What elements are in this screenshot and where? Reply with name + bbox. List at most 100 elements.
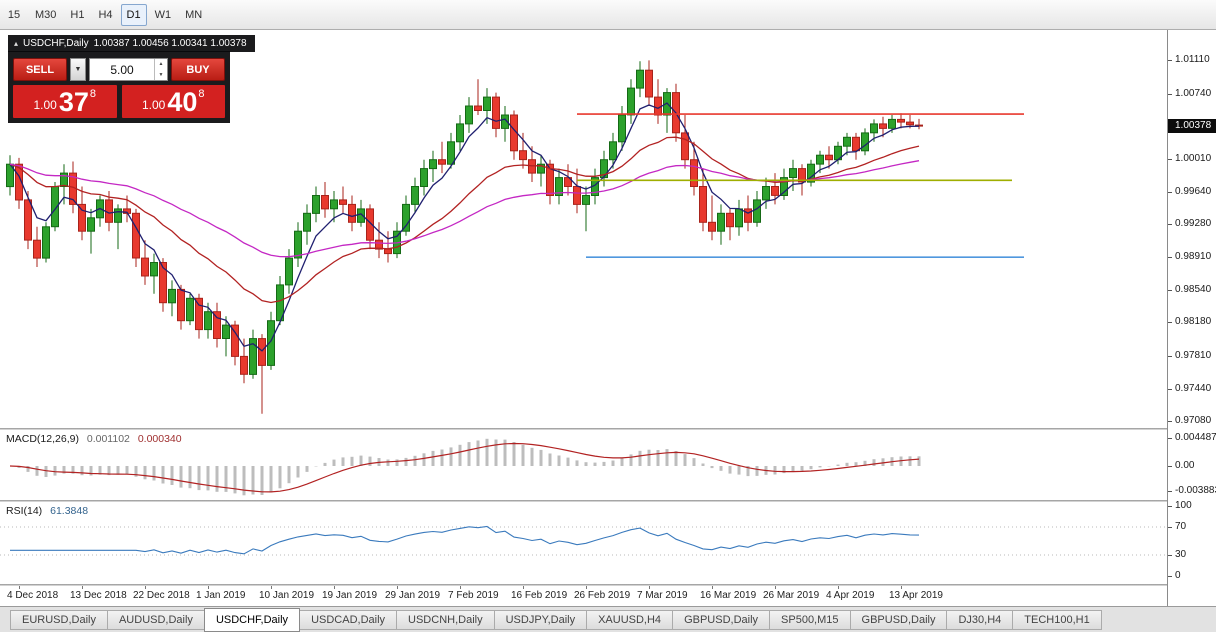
time-axis-tick — [523, 586, 524, 589]
symbol-period-label: USDCHF,Daily — [23, 38, 89, 49]
macd-histogram-layer — [17, 438, 921, 496]
buy-price-point: 8 — [198, 88, 205, 100]
time-axis-tick — [334, 586, 335, 589]
macd-panel[interactable]: MACD(12,26,9) 0.001102 0.000340 — [0, 430, 1167, 500]
collapse-arrow-icon[interactable]: ▴ — [14, 39, 19, 48]
timeframe-button-h4[interactable]: H4 — [98, 8, 113, 21]
chart-tab-usdjpy-daily[interactable]: USDJPY,Daily — [493, 609, 588, 630]
bid-ask-row: 1.00 37 8 1.00 40 8 — [13, 85, 225, 118]
time-axis-label: 16 Feb 2019 — [511, 590, 568, 601]
macd-signal-value: 0.000340 — [137, 433, 182, 445]
chart-tab-sp500-m15[interactable]: SP500,M15 — [769, 609, 851, 630]
time-axis-tick — [19, 586, 20, 589]
time-axis-label: 7 Mar 2019 — [637, 590, 688, 601]
panel-divider[interactable] — [0, 500, 1167, 502]
chart-tab-gbpusd-daily[interactable]: GBPUSD,Daily — [672, 609, 771, 630]
rsi-scale-tick: 30 — [1168, 549, 1186, 561]
panel-divider[interactable] — [0, 428, 1167, 430]
time-axis-tick — [208, 586, 209, 589]
timeframe-button-m30[interactable]: M30 — [35, 8, 57, 21]
volume-dropdown-button[interactable]: ▼ — [70, 58, 86, 81]
panel-divider[interactable] — [0, 584, 1167, 586]
chevron-down-icon: ▼ — [74, 66, 82, 73]
chart-tab-usdcad-daily[interactable]: USDCAD,Daily — [299, 609, 398, 630]
buy-price-display[interactable]: 1.00 40 8 — [121, 85, 225, 118]
ma-5-line — [9, 102, 920, 352]
rsi-panel[interactable]: RSI(14) 61.3848 — [0, 502, 1167, 584]
hlines-layer[interactable] — [577, 113, 1024, 258]
chart-tab-usdcnh-daily[interactable]: USDCNH,Daily — [396, 609, 495, 630]
sell-price-display[interactable]: 1.00 37 8 — [13, 85, 117, 118]
price-scale-tick: 0.97080 — [1168, 415, 1211, 427]
spinner-down-icon[interactable]: ▼ — [158, 71, 164, 78]
price-scale-tick: 0.99640 — [1168, 186, 1211, 198]
timeframe-button-d1[interactable]: D1 — [120, 3, 147, 26]
one-click-trading-panel: SELL ▼ 5.00 ▲ ▼ BUY — [8, 51, 230, 123]
rsi-chart-svg — [0, 525, 1167, 556]
chart-tab-eurusd-daily[interactable]: EURUSD,Daily — [10, 609, 108, 630]
chart-tabs-bar: EURUSD,Daily AUDUSD,Daily USDCHF,Daily USDC… — [0, 606, 1216, 632]
chart-tab-usdchf-daily[interactable]: USDCHF,Daily — [203, 607, 301, 632]
ma-45-line — [9, 160, 920, 258]
timeframe-button-mn[interactable]: MN — [185, 8, 203, 21]
chart-panels: ▴ USDCHF,Daily 1.00387 1.00456 1.00341 1… — [0, 30, 1167, 606]
rsi-name: RSI(14) — [6, 505, 43, 517]
price-panel[interactable]: ▴ USDCHF,Daily 1.00387 1.00456 1.00341 1… — [0, 30, 1167, 428]
time-axis-tick — [649, 586, 650, 589]
price-scale-tick: 1.00740 — [1168, 88, 1211, 100]
time-axis-label: 26 Feb 2019 — [574, 590, 631, 601]
price-scale-tick: 1.01110 — [1168, 54, 1210, 66]
time-axis-label: 10 Jan 2019 — [259, 590, 315, 601]
macd-signal-line — [9, 442, 920, 493]
chart-tab-gbpusd-daily[interactable]: GBPUSD,Daily — [849, 609, 948, 630]
trade-controls-row: SELL ▼ 5.00 ▲ ▼ BUY — [13, 58, 225, 81]
macd-scale-tick: 0.004487 — [1168, 432, 1216, 444]
timeframe-button-15[interactable]: 15 — [7, 8, 21, 21]
time-axis-tick — [901, 586, 902, 589]
time-axis-label: 22 Dec 2018 — [133, 590, 190, 601]
ohlc-values: 1.00387 1.00456 1.00341 1.00378 — [93, 38, 247, 49]
time-axis-tick — [145, 586, 146, 589]
sell-price-prefix: 1.00 — [33, 98, 57, 112]
buy-price-pips: 40 — [167, 87, 198, 117]
current-price-badge: 1.00378 — [1168, 118, 1216, 133]
volume-spinner: ▲ ▼ — [154, 59, 167, 80]
price-scale-tick: 0.97440 — [1168, 383, 1211, 395]
chart-tab-tech100-h1[interactable]: TECH100,H1 — [1012, 609, 1102, 630]
timeframe-button-w1[interactable]: W1 — [154, 8, 172, 21]
price-scale-tick: 0.98180 — [1168, 316, 1211, 328]
timeframe-button-h1[interactable]: H1 — [70, 8, 85, 21]
price-scale[interactable]: 1.00378 1.011101.007401.003701.000100.99… — [1167, 30, 1216, 606]
time-axis[interactable]: 4 Dec 2018 13 Dec 2018 22 Dec 2018 1 Jan 20… — [0, 586, 1167, 606]
price-scale-tick: 0.97810 — [1168, 350, 1211, 362]
timeframe-toolbar: 15 M30 H1 H4 D1 W1 MN — [0, 0, 1216, 30]
time-axis-label: 13 Dec 2018 — [70, 590, 127, 601]
volume-input[interactable]: 5.00 ▲ ▼ — [89, 58, 168, 81]
sell-price-pips: 37 — [58, 87, 89, 117]
buy-price-prefix: 1.00 — [141, 98, 166, 112]
rsi-scale-tick: 100 — [1168, 500, 1192, 512]
chart-tab-dj30-h4[interactable]: DJ30,H4 — [946, 609, 1014, 630]
sell-button[interactable]: SELL — [13, 58, 67, 81]
price-chart-svg[interactable] — [0, 30, 1167, 428]
price-scale-tick: 0.98910 — [1168, 251, 1211, 263]
time-axis-label: 13 Apr 2019 — [889, 590, 943, 601]
chart-symbol-title: ▴ USDCHF,Daily 1.00387 1.00456 1.00341 1… — [8, 35, 255, 52]
rsi-line — [10, 525, 920, 555]
rsi-scale-tick: 0 — [1168, 570, 1181, 582]
ma-lines-layer — [9, 102, 920, 352]
spinner-up-icon[interactable]: ▲ — [158, 61, 164, 68]
sell-price-point: 8 — [89, 88, 97, 100]
time-axis-label: 16 Mar 2019 — [700, 590, 757, 601]
rsi-scale-tick: 70 — [1168, 521, 1186, 533]
time-axis-label: 7 Feb 2019 — [448, 590, 499, 601]
time-axis-tick — [712, 586, 713, 589]
macd-chart-svg — [9, 438, 921, 496]
chart-tab-audusd-daily[interactable]: AUDUSD,Daily — [106, 609, 205, 630]
time-axis-label: 4 Apr 2019 — [826, 590, 875, 601]
buy-button[interactable]: BUY — [171, 58, 225, 81]
price-scale-tick: 1.00010 — [1168, 153, 1211, 165]
chart-tab-xauusd-h4[interactable]: XAUUSD,H4 — [586, 609, 674, 630]
price-scale-tick: 0.99280 — [1168, 218, 1211, 230]
